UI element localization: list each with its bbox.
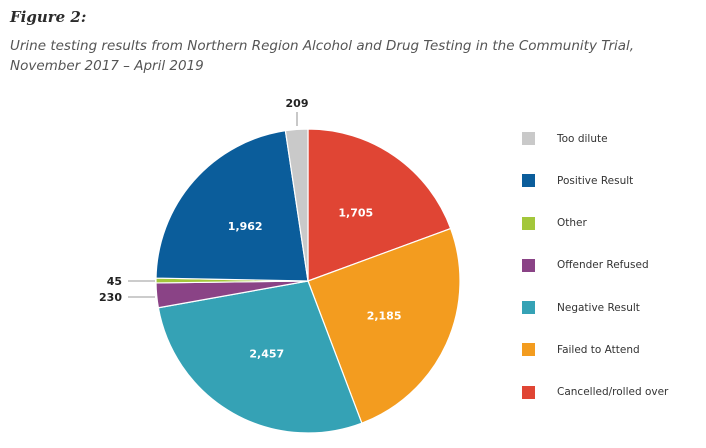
- legend-label-negative-result: Negative Result: [557, 301, 640, 314]
- data-label-failed-to-attend: 2,185: [367, 310, 402, 323]
- subtitle-line-2: November 2017 – April 2019: [10, 58, 204, 74]
- legend-item-too-dilute: Too dilute: [522, 128, 668, 149]
- data-label-positive-result: 1,962: [228, 220, 263, 233]
- legend-swatch-too-dilute: [522, 132, 535, 145]
- legend-label-positive-result: Positive Result: [557, 174, 634, 187]
- legend-item-positive-result: Positive Result: [522, 170, 668, 191]
- legend-item-failed-to-attend: Failed to Attend: [522, 339, 668, 360]
- pie-slice-negative-result: [157, 280, 363, 434]
- legend-swatch-offender-refused: [522, 258, 535, 272]
- legend-label-offender-refused: Offender Refused: [557, 259, 649, 272]
- legend-label-other: Other: [557, 217, 587, 230]
- chart-legend: Too dilute Positive Result Other Offender R…: [522, 128, 668, 424]
- data-label-too-dilute: 209: [286, 97, 309, 110]
- legend-item-offender-refused: Offender Refused: [522, 255, 668, 276]
- legend-swatch-failed-to-attend: [522, 343, 535, 357]
- pie-slice-positive-result: [155, 130, 309, 282]
- legend-swatch-negative-result: [522, 301, 535, 315]
- subtitle-line-1: Urine testing results from Northern Regi…: [10, 38, 635, 54]
- figure-label: Figure 2:: [10, 8, 87, 26]
- legend-label-failed-to-attend: Failed to Attend: [557, 343, 640, 356]
- data-label-other: 45: [107, 275, 122, 288]
- legend-swatch-other: [522, 216, 535, 230]
- data-label-cancelled-rolled-over: 1,705: [338, 206, 373, 219]
- legend-swatch-positive-result: [522, 174, 535, 188]
- chart-subtitle: Urine testing results from Northern Regi…: [10, 36, 670, 76]
- legend-item-negative-result: Negative Result: [522, 297, 668, 318]
- legend-label-too-dilute: Too dilute: [557, 132, 608, 145]
- legend-label-cancelled-rolled-over: Cancelled/rolled over: [557, 386, 669, 399]
- pie-slice-failed-to-attend: [307, 227, 461, 424]
- data-label-offender-refused: 230: [99, 291, 122, 304]
- pie-slice-too-dilute: [284, 128, 309, 282]
- legend-item-other: Other: [522, 213, 668, 234]
- data-label-negative-result: 2,457: [249, 348, 284, 361]
- legend-swatch-cancelled-rolled-over: [522, 385, 535, 399]
- pie-slice-cancelled-rolled-over: [307, 128, 452, 282]
- legend-item-cancelled-rolled-over: Cancelled/rolled over: [522, 382, 668, 403]
